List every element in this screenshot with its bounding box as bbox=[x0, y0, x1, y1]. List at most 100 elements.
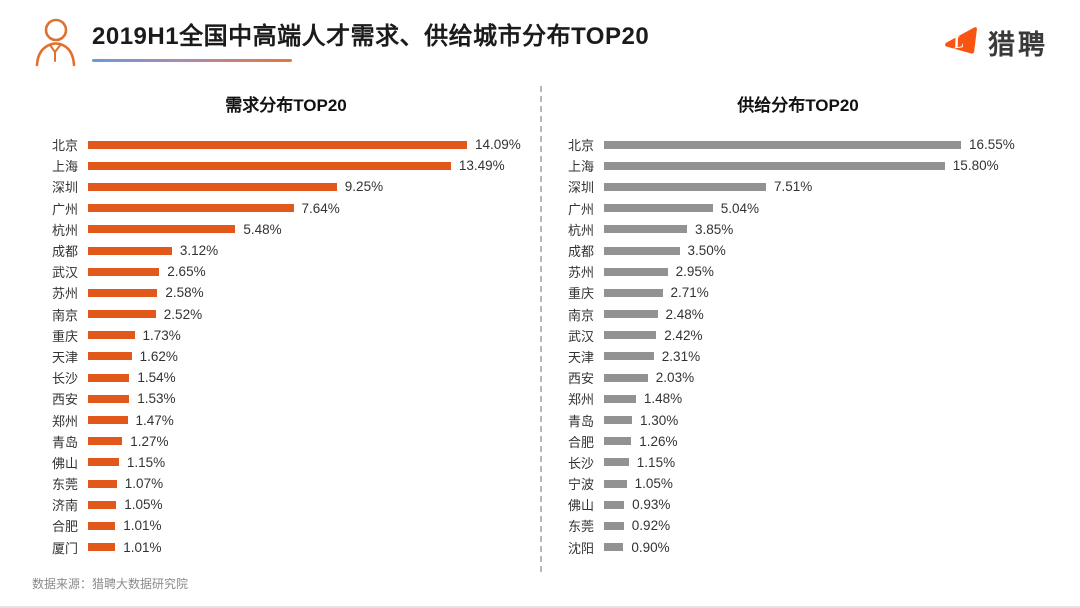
city-label: 苏州 bbox=[51, 286, 78, 302]
value-label: 5.48% bbox=[243, 221, 282, 237]
city-label: 天津 bbox=[51, 349, 78, 365]
svg-text:L: L bbox=[951, 32, 965, 52]
header: 2019H1全国中高端人才需求、供给城市分布TOP20 L 猎聘 bbox=[32, 14, 1048, 70]
chart-row: 沈阳 0.90% bbox=[548, 537, 1048, 558]
bar bbox=[88, 182, 337, 191]
city-label: 武汉 bbox=[51, 265, 78, 281]
chart-row: 苏州 2.95% bbox=[548, 261, 1048, 282]
demand-chart: 需求分布TOP20 北京 14.09% 上海 13.49% 深圳 9.25% 广州 7.64%… bbox=[32, 88, 540, 558]
chart-row: 郑州 1.48% bbox=[548, 388, 1048, 409]
value-label: 0.93% bbox=[632, 497, 671, 513]
supply-chart: 供给分布TOP20 北京 16.55% 上海 15.80% 深圳 7.51% 广州 5.04%… bbox=[540, 88, 1048, 558]
bar bbox=[604, 140, 961, 149]
chart-row: 成都 3.12% bbox=[32, 240, 540, 261]
chart-row: 北京 14.09% bbox=[32, 134, 540, 155]
value-label: 0.92% bbox=[631, 518, 671, 534]
bar bbox=[88, 204, 294, 213]
value-label: 2.58% bbox=[165, 285, 204, 301]
chart-row: 深圳 9.25% bbox=[32, 176, 540, 197]
city-label: 长沙 bbox=[567, 455, 594, 471]
chart-row: 上海 15.80% bbox=[548, 155, 1048, 176]
city-label: 深圳 bbox=[567, 180, 594, 196]
bar bbox=[604, 394, 636, 403]
city-label: 苏州 bbox=[567, 265, 594, 281]
value-label: 13.49% bbox=[458, 158, 505, 174]
bar bbox=[604, 331, 657, 340]
bar bbox=[604, 182, 766, 191]
bar bbox=[88, 310, 156, 319]
city-label: 合肥 bbox=[51, 519, 78, 535]
chart-row: 广州 7.64% bbox=[32, 198, 540, 219]
bar bbox=[604, 246, 680, 255]
value-label: 2.95% bbox=[675, 264, 714, 280]
bar bbox=[88, 437, 123, 446]
bar bbox=[604, 521, 624, 530]
chart-row: 重庆 1.73% bbox=[32, 325, 540, 346]
value-label: 1.01% bbox=[123, 518, 162, 534]
value-label: 3.85% bbox=[695, 221, 734, 237]
chart-row: 合肥 1.01% bbox=[32, 515, 540, 536]
liepin-logo-icon: L bbox=[945, 27, 977, 54]
bar bbox=[88, 140, 467, 149]
bar bbox=[604, 416, 632, 425]
chart-row: 济南 1.05% bbox=[32, 494, 540, 515]
value-label: 1.27% bbox=[130, 433, 169, 449]
city-label: 郑州 bbox=[567, 392, 594, 408]
value-label: 15.80% bbox=[952, 158, 999, 174]
bar bbox=[604, 288, 663, 297]
chart-row: 长沙 1.15% bbox=[548, 452, 1048, 473]
chart-row: 东莞 0.92% bbox=[548, 515, 1048, 536]
value-label: 16.55% bbox=[969, 137, 1015, 153]
city-label: 长沙 bbox=[51, 371, 78, 387]
city-label: 杭州 bbox=[51, 222, 78, 238]
supply-chart-rows: 北京 16.55% 上海 15.80% 深圳 7.51% 广州 5.04% 杭州 3.85% 成都 3… bbox=[548, 134, 1048, 558]
chart-row: 西安 1.53% bbox=[32, 388, 540, 409]
value-label: 7.51% bbox=[774, 179, 813, 195]
bar bbox=[88, 479, 117, 488]
bar bbox=[88, 416, 128, 425]
chart-row: 佛山 0.93% bbox=[548, 494, 1048, 515]
chart-row: 成都 3.50% bbox=[548, 240, 1048, 261]
chart-row: 青岛 1.27% bbox=[32, 431, 540, 452]
chart-row: 重庆 2.71% bbox=[548, 282, 1048, 303]
chart-row: 杭州 5.48% bbox=[32, 219, 540, 240]
city-label: 成都 bbox=[51, 244, 78, 260]
chart-row: 合肥 1.26% bbox=[548, 431, 1048, 452]
city-label: 杭州 bbox=[567, 222, 594, 238]
city-label: 佛山 bbox=[567, 498, 594, 514]
title-block: 2019H1全国中高端人才需求、供给城市分布TOP20 bbox=[92, 22, 649, 62]
value-label: 14.09% bbox=[475, 137, 521, 153]
page-title: 2019H1全国中高端人才需求、供给城市分布TOP20 bbox=[92, 23, 650, 50]
chart-row: 杭州 3.85% bbox=[548, 219, 1048, 240]
dashed-divider bbox=[540, 86, 542, 572]
bar bbox=[604, 500, 625, 509]
chart-row: 上海 13.49% bbox=[32, 155, 540, 176]
chart-row: 厦门 1.01% bbox=[32, 537, 540, 558]
city-label: 宁波 bbox=[567, 477, 594, 493]
city-label: 上海 bbox=[51, 159, 78, 175]
chart-row: 天津 2.31% bbox=[548, 346, 1048, 367]
city-label: 南京 bbox=[51, 307, 78, 323]
title-underline bbox=[92, 59, 292, 62]
chart-row: 深圳 7.51% bbox=[548, 176, 1048, 197]
bar bbox=[88, 458, 119, 467]
value-label: 0.90% bbox=[631, 539, 670, 555]
value-label: 5.04% bbox=[720, 200, 759, 216]
value-label: 1.15% bbox=[126, 454, 166, 470]
city-label: 东莞 bbox=[51, 477, 78, 493]
value-label: 1.26% bbox=[639, 433, 678, 449]
value-label: 1.73% bbox=[142, 327, 181, 343]
city-label: 佛山 bbox=[51, 455, 78, 471]
person-sketch-icon bbox=[35, 18, 76, 67]
value-label: 1.54% bbox=[137, 370, 176, 386]
city-label: 广州 bbox=[567, 201, 594, 217]
city-label: 济南 bbox=[51, 498, 78, 514]
value-label: 2.42% bbox=[664, 327, 703, 343]
bar bbox=[88, 161, 451, 170]
city-label: 南京 bbox=[567, 307, 594, 323]
value-label: 1.53% bbox=[137, 391, 176, 407]
city-label: 青岛 bbox=[51, 434, 78, 450]
bar bbox=[88, 225, 236, 234]
chart-row: 佛山 1.15% bbox=[32, 452, 540, 473]
bar bbox=[88, 394, 130, 403]
